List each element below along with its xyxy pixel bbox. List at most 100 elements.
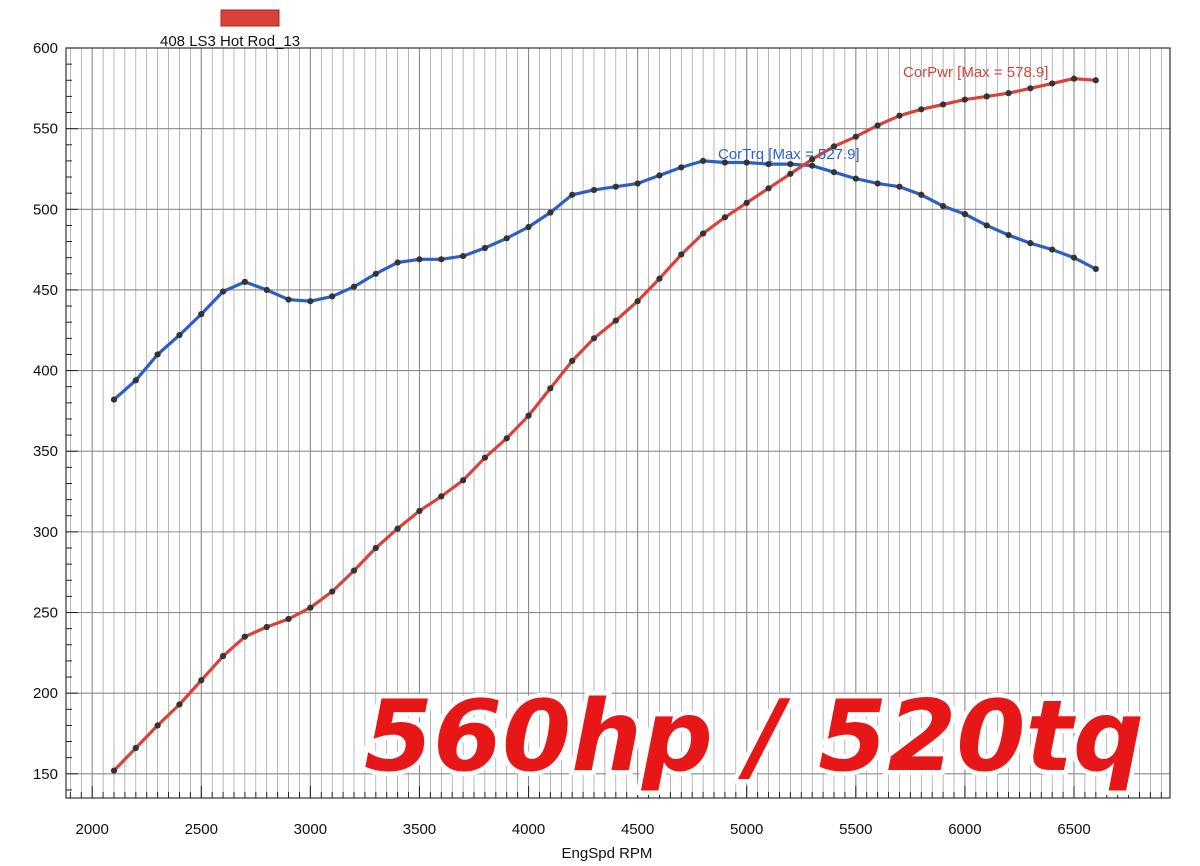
x-tick-label: 5500	[839, 821, 872, 838]
torque-point	[939, 202, 947, 210]
torque-point	[176, 331, 183, 339]
power-point	[983, 93, 990, 100]
torque-point	[874, 180, 881, 187]
power-point	[198, 677, 205, 684]
torque-point	[503, 235, 510, 242]
power-point	[721, 214, 729, 221]
torque-point	[459, 252, 467, 260]
power-point	[525, 412, 532, 419]
y-tick-label: 500	[33, 201, 58, 218]
y-tick-label: 600	[33, 40, 58, 57]
power-point	[285, 615, 292, 623]
x-tick-label: 3500	[403, 821, 436, 838]
power-point	[961, 96, 969, 103]
power-point	[830, 143, 838, 150]
torque-point	[198, 311, 205, 318]
torque-point	[241, 278, 249, 285]
x-tick-label: 4500	[621, 821, 654, 838]
torque-point	[918, 191, 925, 198]
x-tick-label: 2000	[75, 821, 108, 838]
y-tick-label: 450	[33, 282, 58, 299]
torque-point	[787, 161, 794, 168]
torque-point	[590, 186, 598, 194]
plot-frame	[65, 47, 1171, 799]
torque-point	[219, 288, 227, 295]
power-point	[918, 106, 925, 113]
y-tick-label: 200	[33, 685, 58, 702]
y-axis-ticks: 150 200 250 300 350 400 450 500 550 600	[33, 40, 78, 791]
x-tick-label: 6000	[948, 821, 981, 838]
x-tick-label: 3000	[294, 821, 327, 838]
torque-point	[394, 259, 401, 266]
power-point	[1005, 90, 1012, 97]
torque-point	[1027, 240, 1034, 247]
power-point	[1092, 77, 1099, 84]
power-point	[263, 623, 270, 631]
power-point	[241, 633, 249, 640]
series	[110, 75, 1099, 774]
power-point	[1049, 80, 1056, 87]
power-point	[765, 185, 772, 192]
power-point	[874, 122, 881, 129]
power-point	[743, 199, 750, 206]
power-point	[590, 335, 598, 342]
hp-tq-overlay: 560hp / 520tq	[364, 680, 1144, 794]
x-tick-label: 4000	[512, 821, 545, 838]
power-point	[110, 767, 118, 774]
torque-point	[765, 161, 772, 168]
torque-point	[569, 191, 576, 198]
torque-point	[634, 180, 641, 187]
torque-point	[547, 209, 554, 216]
torque-point	[656, 172, 663, 179]
power-point	[416, 507, 423, 515]
torque-line	[112, 159, 1098, 402]
torque-point	[830, 169, 838, 176]
torque-max-annotation: CorTrq [Max = 527.9]	[718, 146, 860, 163]
x-tick-label: 2500	[185, 821, 218, 838]
torque-point	[1005, 231, 1012, 239]
power-point	[438, 493, 445, 500]
power-point	[547, 385, 554, 392]
legend: 408 LS3 Hot Rod_13	[160, 9, 300, 50]
torque-point	[154, 351, 161, 358]
grid	[66, 47, 1170, 798]
torque-point	[809, 162, 816, 169]
power-point	[154, 722, 161, 729]
y-tick-label: 150	[33, 766, 58, 783]
power-point	[1027, 85, 1034, 92]
power-point	[699, 230, 707, 237]
power-point	[852, 133, 859, 140]
torque-point	[1070, 254, 1078, 261]
torque-point	[896, 183, 903, 190]
power-point	[939, 101, 947, 108]
torque-point	[110, 396, 118, 403]
power-point	[372, 544, 379, 552]
y-tick-label: 350	[33, 443, 58, 460]
legend-entry: 408 LS3 Hot Rod_13	[160, 33, 300, 50]
power-point	[176, 701, 183, 708]
legend-swatch	[220, 9, 280, 27]
torque-point	[852, 175, 859, 182]
torque-point	[263, 286, 270, 294]
power-point	[132, 744, 139, 752]
torque-point	[132, 377, 139, 384]
y-tick-label: 250	[33, 605, 58, 622]
torque-point	[743, 159, 750, 166]
y-tick-label: 400	[33, 363, 58, 380]
power-point	[350, 567, 358, 574]
x-axis-label: EngSpd RPM	[562, 845, 653, 862]
y-tick-label: 300	[33, 524, 58, 541]
power-point	[656, 275, 663, 282]
power-point	[634, 298, 641, 305]
torque-point	[285, 296, 292, 303]
x-tick-label: 6500	[1057, 821, 1090, 838]
power-point	[329, 588, 336, 595]
torque-point	[961, 211, 969, 218]
x-tick-label: 5000	[730, 821, 763, 838]
x-axis-ticks: 2000 2500 3000 3500 4000 4500 5000 5500 6000 6500	[69, 786, 1162, 838]
y-tick-label: 550	[33, 121, 58, 138]
torque-point	[350, 283, 358, 290]
torque-point	[481, 244, 489, 252]
torque-point	[612, 183, 619, 190]
